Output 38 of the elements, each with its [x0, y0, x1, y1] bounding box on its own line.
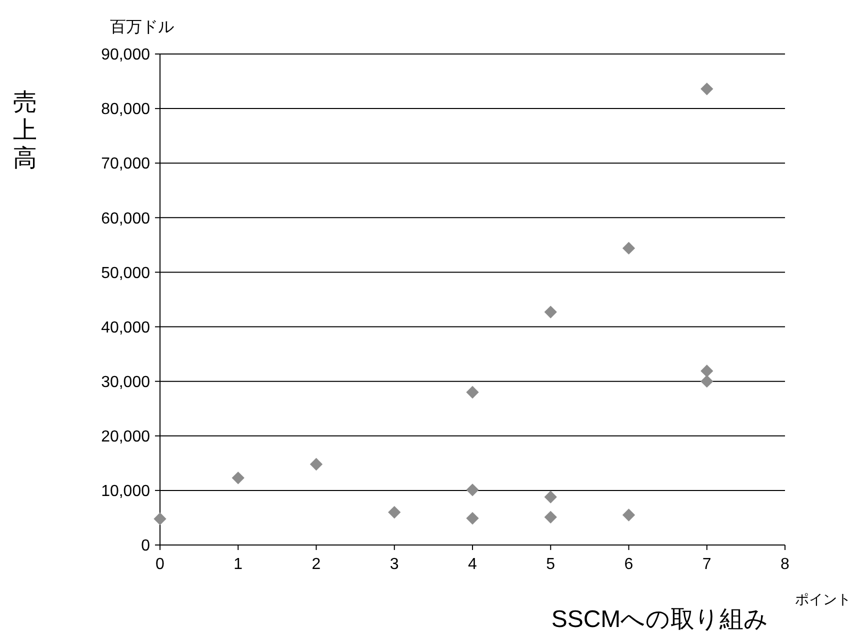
y-tick-label: 70,000	[101, 156, 150, 173]
point	[700, 375, 714, 388]
y-tick-label: 50,000	[101, 264, 150, 282]
point	[700, 82, 714, 96]
x-tick-label: 4	[468, 556, 478, 573]
x-tick-label: 2	[312, 556, 321, 573]
point	[466, 512, 479, 525]
x-tick-label: 6	[624, 556, 634, 573]
point	[154, 512, 166, 526]
point	[544, 306, 557, 318]
x-tick-label: 1	[234, 556, 243, 573]
point	[310, 458, 323, 471]
x-tick-label: 5	[546, 556, 556, 573]
point	[232, 472, 244, 484]
y-tick-label: 10,000	[101, 483, 150, 500]
y-tick-label: 40,000	[101, 319, 150, 336]
x-tick-label: 7	[702, 556, 712, 573]
point	[622, 508, 636, 522]
text: 百万ドル	[110, 19, 174, 36]
y-tick-label: 90,000	[101, 46, 150, 64]
text: ポイント	[795, 591, 851, 607]
point	[544, 510, 557, 524]
point	[544, 490, 557, 504]
y-tick-label: 80,000	[101, 101, 150, 118]
y-tick-label: 20,000	[101, 428, 150, 446]
point	[388, 506, 401, 519]
x-tick-label: 0	[156, 556, 165, 573]
point	[700, 364, 714, 378]
x-axis-title: SSCMへの取り組み	[551, 606, 769, 633]
x-tick-label: 3	[390, 556, 399, 573]
y-axis-title: 売上高	[13, 89, 37, 172]
y-tick-label: 0	[141, 538, 150, 555]
y-tick-label: 30,000	[101, 374, 150, 391]
point	[466, 386, 479, 399]
point	[622, 242, 636, 255]
point	[466, 484, 479, 496]
y-tick-label: 60,000	[101, 210, 150, 228]
x-tick-label: 8	[780, 556, 790, 573]
